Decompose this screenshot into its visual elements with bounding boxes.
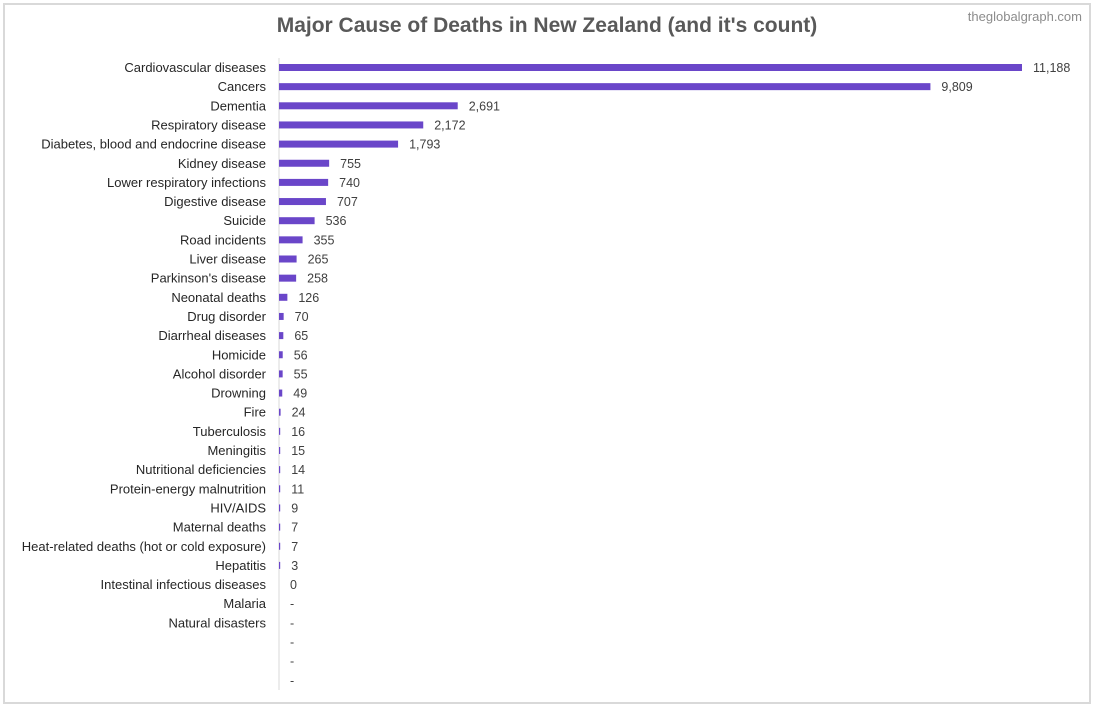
category-label: Lower respiratory infections <box>107 175 266 190</box>
category-label: Neonatal deaths <box>171 290 266 305</box>
value-label: 258 <box>307 272 328 286</box>
value-label: 265 <box>308 253 329 267</box>
value-label: 126 <box>298 291 319 305</box>
value-label: 14 <box>291 463 305 477</box>
bar <box>279 523 281 531</box>
bar <box>279 83 931 91</box>
value-label: 15 <box>291 444 305 458</box>
bars-layer: Cardiovascular diseases 11,188 Cancers 9,80… <box>22 58 1070 690</box>
bar <box>279 389 283 397</box>
category-label: HIV/AIDS <box>210 500 266 515</box>
bar <box>279 217 315 225</box>
value-label: 755 <box>340 157 361 171</box>
value-label: 707 <box>337 195 358 209</box>
bar <box>279 427 281 435</box>
value-label: - <box>290 597 294 611</box>
watermark: theglobalgraph.com <box>967 9 1082 24</box>
value-label: 2,691 <box>469 99 500 113</box>
bar <box>279 447 281 454</box>
value-label: 3 <box>291 559 298 573</box>
value-label: - <box>290 616 294 630</box>
value-label: 16 <box>291 425 305 439</box>
value-label: 740 <box>339 176 360 190</box>
value-label: 9,809 <box>941 80 972 94</box>
bar <box>279 561 281 569</box>
value-label: 355 <box>314 233 335 247</box>
bar <box>279 140 399 148</box>
category-label: Diarrheal diseases <box>158 328 266 343</box>
category-label: Liver disease <box>189 252 266 267</box>
category-label: Homicide <box>212 347 266 362</box>
value-label: - <box>290 655 294 669</box>
value-label: 55 <box>294 367 308 381</box>
bar <box>279 485 281 493</box>
category-label: Hepatitis <box>215 558 266 573</box>
category-label: Digestive disease <box>164 194 266 209</box>
category-label: Parkinson's disease <box>151 271 266 286</box>
chart-title: Major Cause of Deaths in New Zealand (an… <box>276 14 818 37</box>
value-label: 11,188 <box>1033 61 1070 75</box>
category-label: Meningitis <box>207 443 266 458</box>
category-label: Suicide <box>223 213 266 228</box>
bar <box>279 312 284 320</box>
category-label: Cardiovascular diseases <box>124 60 266 75</box>
value-label: - <box>290 674 294 688</box>
bar <box>279 293 288 301</box>
category-label: Tuberculosis <box>193 424 267 439</box>
category-label: Protein-energy malnutrition <box>110 481 266 496</box>
value-label: - <box>290 636 294 650</box>
category-label: Intestinal infectious diseases <box>101 577 267 592</box>
bar <box>279 504 281 512</box>
value-label: 7 <box>291 540 298 554</box>
value-label: 1,793 <box>409 138 440 152</box>
value-label: 49 <box>293 387 307 401</box>
category-label: Respiratory disease <box>151 117 266 132</box>
bar <box>279 332 284 340</box>
bar <box>279 351 283 359</box>
bar <box>279 255 297 263</box>
category-label: Kidney disease <box>178 156 266 171</box>
category-label: Road incidents <box>180 232 266 247</box>
bar <box>279 159 330 167</box>
value-label: 7 <box>291 521 298 535</box>
category-label: Dementia <box>210 98 266 113</box>
category-label: Fire <box>244 405 266 420</box>
value-label: 2,172 <box>434 118 465 132</box>
category-label: Drug disorder <box>187 309 266 324</box>
category-label: Malaria <box>223 596 266 611</box>
value-label: 56 <box>294 348 308 362</box>
bar <box>279 236 303 244</box>
bar <box>279 274 297 282</box>
bar <box>279 198 326 206</box>
bar <box>279 64 1022 71</box>
category-label: Cancers <box>218 79 267 94</box>
value-label: 536 <box>326 214 347 228</box>
category-label: Maternal deaths <box>173 520 267 535</box>
value-label: 0 <box>290 578 297 592</box>
bar <box>279 408 281 416</box>
value-label: 70 <box>295 310 309 324</box>
bar <box>279 102 458 110</box>
category-label: Natural disasters <box>168 615 266 630</box>
bar <box>279 121 424 129</box>
category-label: Heat-related deaths (hot or cold exposur… <box>22 539 266 554</box>
value-label: 65 <box>294 329 308 343</box>
bar <box>279 542 281 550</box>
bar <box>279 370 283 378</box>
value-label: 24 <box>292 406 306 420</box>
chart-frame <box>3 3 1091 704</box>
bar <box>279 466 281 474</box>
value-label: 11 <box>291 482 304 496</box>
bar <box>279 178 329 186</box>
category-label: Diabetes, blood and endocrine disease <box>41 137 266 152</box>
value-label: 9 <box>291 501 298 515</box>
category-label: Drowning <box>211 386 266 401</box>
category-label: Nutritional deficiencies <box>136 462 267 477</box>
category-label: Alcohol disorder <box>173 366 267 381</box>
